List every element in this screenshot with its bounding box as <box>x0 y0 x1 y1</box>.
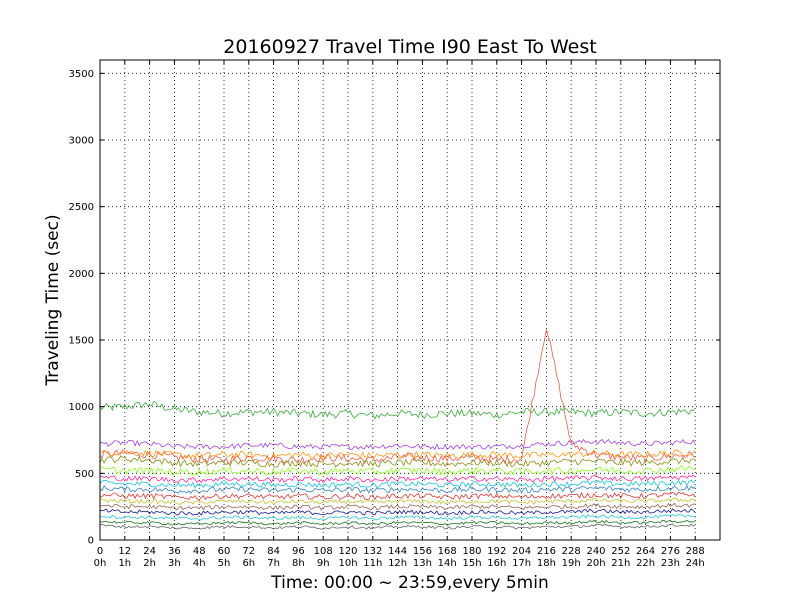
x-tick-sublabel-1: 1h <box>118 558 131 569</box>
x-tick-sublabel-7: 7h <box>267 558 280 569</box>
x-tick-sublabel-23: 23h <box>661 558 680 569</box>
x-tick-sublabel-13: 13h <box>413 558 432 569</box>
y-tick-label-3: 1500 <box>69 336 94 347</box>
x-tick-label-7: 84 <box>267 546 280 557</box>
y-tick-label-1: 500 <box>75 469 94 480</box>
x-tick-sublabel-3: 3h <box>168 558 181 569</box>
x-tick-sublabel-14: 14h <box>438 558 457 569</box>
plot-border <box>99 59 721 541</box>
x-tick-label-16: 192 <box>487 546 506 557</box>
series-layer <box>99 329 696 530</box>
x-tick-label-4: 48 <box>193 546 206 557</box>
x-tick-sublabel-10: 10h <box>338 558 357 569</box>
x-tick-sublabel-24: 24h <box>686 558 705 569</box>
x-tick-label-20: 240 <box>586 546 605 557</box>
x-tick-sublabel-5: 5h <box>218 558 231 569</box>
series-line-7 <box>99 491 696 501</box>
x-tick-sublabel-20: 20h <box>586 558 605 569</box>
x-tick-label-8: 96 <box>292 546 305 557</box>
x-tick-sublabel-8: 8h <box>292 558 305 569</box>
x-tick-label-21: 252 <box>611 546 630 557</box>
x-tick-label-11: 132 <box>363 546 382 557</box>
series-line-2 <box>99 438 696 450</box>
x-tick-label-9: 108 <box>314 546 333 557</box>
series-line-5 <box>99 479 696 489</box>
x-tick-label-13: 156 <box>413 546 432 557</box>
y-axis-label: Traveling Time (sec) <box>43 214 63 386</box>
series-line-10 <box>99 508 696 516</box>
x-tick-label-22: 264 <box>636 546 655 557</box>
series-line-6 <box>99 485 696 494</box>
series-line-13 <box>99 523 696 530</box>
series-line-8 <box>99 497 696 506</box>
series-line-15 <box>99 474 696 484</box>
x-tick-sublabel-4: 4h <box>193 558 206 569</box>
y-tick-label-5: 2500 <box>69 202 94 213</box>
x-tick-label-18: 216 <box>537 546 556 557</box>
x-tick-sublabel-17: 17h <box>512 558 531 569</box>
x-tick-label-5: 60 <box>218 546 231 557</box>
y-tick-label-0: 0 <box>88 536 94 547</box>
x-tick-sublabel-2: 2h <box>143 558 156 569</box>
x-tick-label-17: 204 <box>512 546 531 557</box>
series-line-3 <box>99 449 696 461</box>
x-tick-sublabel-18: 18h <box>537 558 556 569</box>
y-tick-label-7: 3500 <box>69 69 94 80</box>
x-tick-label-6: 72 <box>242 546 255 557</box>
x-tick-label-14: 168 <box>438 546 457 557</box>
x-tick-label-23: 276 <box>661 546 680 557</box>
y-tick-label-4: 2000 <box>69 269 94 280</box>
x-tick-sublabel-19: 19h <box>562 558 581 569</box>
chart-title: 20160927 Travel Time I90 East To West <box>223 36 596 58</box>
x-tick-label-15: 180 <box>462 546 481 557</box>
x-tick-label-3: 36 <box>168 546 181 557</box>
x-tick-sublabel-15: 15h <box>462 558 481 569</box>
x-tick-label-10: 120 <box>338 546 357 557</box>
series-line-0 <box>99 400 696 420</box>
x-tick-label-1: 12 <box>118 546 131 557</box>
series-line-4 <box>99 455 696 468</box>
series-line-14 <box>99 465 696 477</box>
series-line-9 <box>99 502 696 511</box>
x-tick-sublabel-11: 11h <box>363 558 382 569</box>
x-axis-label: Time: 00:00 ~ 23:59,every 5min <box>270 573 548 593</box>
x-tick-sublabel-6: 6h <box>242 558 255 569</box>
x-tick-sublabel-16: 16h <box>487 558 506 569</box>
x-tick-label-12: 144 <box>388 546 407 557</box>
y-tick-label-2: 1000 <box>69 402 94 413</box>
series-line-11 <box>99 514 696 521</box>
x-tick-label-19: 228 <box>562 546 581 557</box>
x-tick-sublabel-21: 21h <box>611 558 630 569</box>
y-tick-label-6: 3000 <box>69 136 94 147</box>
plot-frame <box>100 60 720 540</box>
x-tick-sublabel-9: 9h <box>317 558 330 569</box>
x-tick-sublabel-0: 0h <box>94 558 107 569</box>
x-tick-label-0: 0 <box>97 546 103 557</box>
series-line-1 <box>99 329 696 465</box>
x-tick-label-2: 24 <box>143 546 156 557</box>
x-tick-label-24: 288 <box>686 546 705 557</box>
x-tick-sublabel-12: 12h <box>388 558 407 569</box>
x-tick-sublabel-22: 22h <box>636 558 655 569</box>
series-line-12 <box>99 519 696 526</box>
